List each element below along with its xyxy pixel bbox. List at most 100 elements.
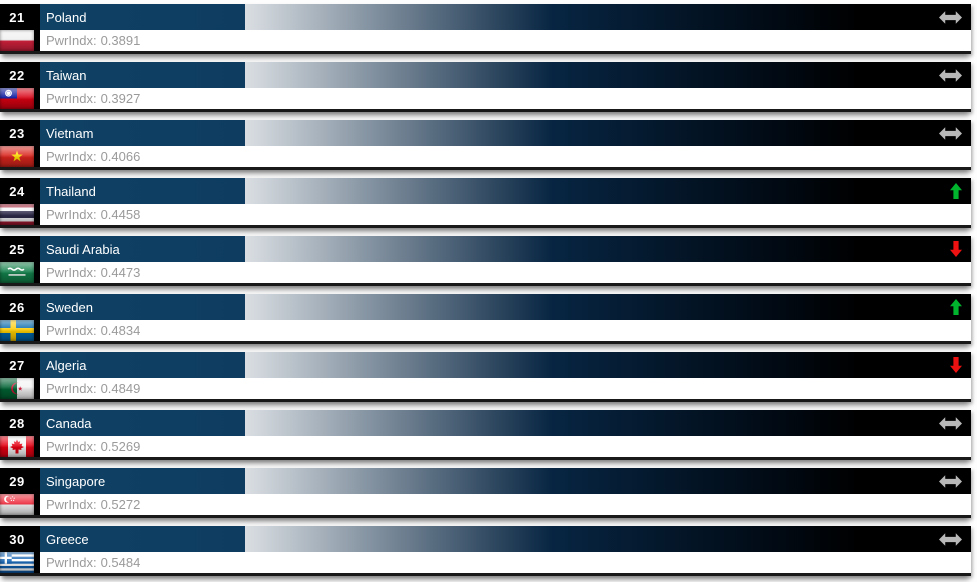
power-index-value: 0.5272 — [100, 497, 141, 512]
rank-number: 23 — [9, 125, 25, 141]
rank-number: 26 — [9, 299, 25, 315]
power-index: PwrIndx: 0.5269 — [40, 436, 971, 457]
country-name: Greece — [46, 531, 89, 547]
country-bar: Sweden — [40, 294, 971, 320]
power-index-value: 0.5484 — [100, 555, 141, 570]
rank-number: 25 — [9, 241, 25, 257]
country-name: Sweden — [46, 299, 93, 315]
power-index-value: 0.5269 — [100, 439, 141, 454]
country-row[interactable]: 22 Taiwan PwrIndx: 0.3927 — [0, 62, 971, 112]
power-index-value: 0.3891 — [100, 33, 141, 48]
left-right-arrow-icon — [939, 474, 962, 488]
country-row[interactable]: 23 Vietnam PwrIndx: 0.4066 — [0, 120, 971, 170]
taiwan-flag-icon — [0, 88, 34, 109]
country-row[interactable]: 24 Thailand PwrIndx: 0.4458 — [0, 178, 971, 228]
left-right-arrow-icon — [939, 10, 962, 24]
row-content: Greece PwrIndx: 0.5484 — [40, 526, 971, 573]
power-index-value: 0.3927 — [100, 91, 141, 106]
power-index-value: 0.4473 — [100, 265, 141, 280]
row-content: Algeria PwrIndx: 0.4849 — [40, 352, 971, 399]
country-row[interactable]: 29 Singapore PwrIndx: 0.5272 — [0, 468, 971, 518]
power-index: PwrIndx: 0.4458 — [40, 204, 971, 225]
rank-number: 29 — [9, 473, 25, 489]
power-index-label: PwrIndx: — [46, 439, 97, 454]
power-index: PwrIndx: 0.4066 — [40, 146, 971, 167]
country-name: Canada — [46, 415, 92, 431]
rank-flag-column: 28 — [0, 410, 40, 457]
row-content: Thailand PwrIndx: 0.4458 — [40, 178, 971, 225]
country-bar: Canada — [40, 410, 971, 436]
power-index-value: 0.4834 — [100, 323, 141, 338]
algeria-flag-icon — [0, 378, 34, 399]
power-index-label: PwrIndx: — [46, 555, 97, 570]
up-arrow-icon — [950, 183, 962, 199]
saudi-arabia-flag-icon — [0, 262, 34, 283]
country-row[interactable]: 30 Greece PwrIndx: 0.5484 — [0, 526, 971, 576]
country-name: Vietnam — [46, 125, 94, 141]
power-index-label: PwrIndx: — [46, 91, 97, 106]
rank-flag-column: 21 — [0, 4, 40, 51]
country-row[interactable]: 27 Algeria PwrIndx: 0.4849 — [0, 352, 971, 402]
rank-number: 27 — [9, 357, 25, 373]
country-row[interactable]: 21 Poland PwrIndx: 0.3891 — [0, 4, 971, 54]
power-index-label: PwrIndx: — [46, 265, 97, 280]
row-content: Canada PwrIndx: 0.5269 — [40, 410, 971, 457]
power-index-value: 0.4849 — [100, 381, 141, 396]
power-index-label: PwrIndx: — [46, 149, 97, 164]
down-arrow-icon — [950, 241, 962, 257]
singapore-flag-icon — [0, 494, 34, 515]
rank-number: 21 — [9, 9, 25, 25]
power-index-value: 0.4458 — [100, 207, 141, 222]
country-bar: Vietnam — [40, 120, 971, 146]
left-right-arrow-icon — [939, 532, 962, 546]
up-arrow-icon — [950, 299, 962, 315]
country-bar: Singapore — [40, 468, 971, 494]
rank-number: 28 — [9, 415, 25, 431]
power-index-label: PwrIndx: — [46, 207, 97, 222]
row-content: Poland PwrIndx: 0.3891 — [40, 4, 971, 51]
greece-flag-icon — [0, 552, 34, 573]
left-right-arrow-icon — [939, 126, 962, 140]
vietnam-flag-icon — [0, 146, 34, 167]
rank-flag-column: 25 — [0, 236, 40, 283]
left-right-arrow-icon — [939, 68, 962, 82]
power-index: PwrIndx: 0.3927 — [40, 88, 971, 109]
left-right-arrow-icon — [939, 416, 962, 430]
country-name: Poland — [46, 9, 87, 25]
power-index: PwrIndx: 0.5484 — [40, 552, 971, 573]
power-index-label: PwrIndx: — [46, 323, 97, 338]
country-name: Algeria — [46, 357, 87, 373]
row-content: Sweden PwrIndx: 0.4834 — [40, 294, 971, 341]
country-name: Saudi Arabia — [46, 241, 120, 257]
rank-flag-column: 24 — [0, 178, 40, 225]
country-bar: Greece — [40, 526, 971, 552]
power-index-label: PwrIndx: — [46, 381, 97, 396]
country-row[interactable]: 28 Canada PwrIndx: 0.5269 — [0, 410, 971, 460]
rank-flag-column: 26 — [0, 294, 40, 341]
country-row[interactable]: 25 Saudi Arabia PwrIndx: 0.4473 — [0, 236, 971, 286]
rank-flag-column: 23 — [0, 120, 40, 167]
rank-number: 30 — [9, 531, 25, 547]
country-bar: Algeria — [40, 352, 971, 378]
country-bar: Taiwan — [40, 62, 971, 88]
country-name: Taiwan — [46, 67, 87, 83]
rank-flag-column: 30 — [0, 526, 40, 573]
country-row[interactable]: 26 Sweden PwrIndx: 0.4834 — [0, 294, 971, 344]
rank-flag-column: 27 — [0, 352, 40, 399]
country-name: Singapore — [46, 473, 106, 489]
country-bar: Thailand — [40, 178, 971, 204]
rank-flag-column: 22 — [0, 62, 40, 109]
rank-flag-column: 29 — [0, 468, 40, 515]
row-content: Singapore PwrIndx: 0.5272 — [40, 468, 971, 515]
power-index: PwrIndx: 0.4849 — [40, 378, 971, 399]
power-index: PwrIndx: 0.5272 — [40, 494, 971, 515]
power-index-label: PwrIndx: — [46, 497, 97, 512]
sweden-flag-icon — [0, 320, 34, 341]
country-bar: Poland — [40, 4, 971, 30]
canada-flag-icon — [0, 436, 34, 457]
poland-flag-icon — [0, 30, 34, 51]
thailand-flag-icon — [0, 204, 34, 225]
row-content: Taiwan PwrIndx: 0.3927 — [40, 62, 971, 109]
power-index: PwrIndx: 0.3891 — [40, 30, 971, 51]
